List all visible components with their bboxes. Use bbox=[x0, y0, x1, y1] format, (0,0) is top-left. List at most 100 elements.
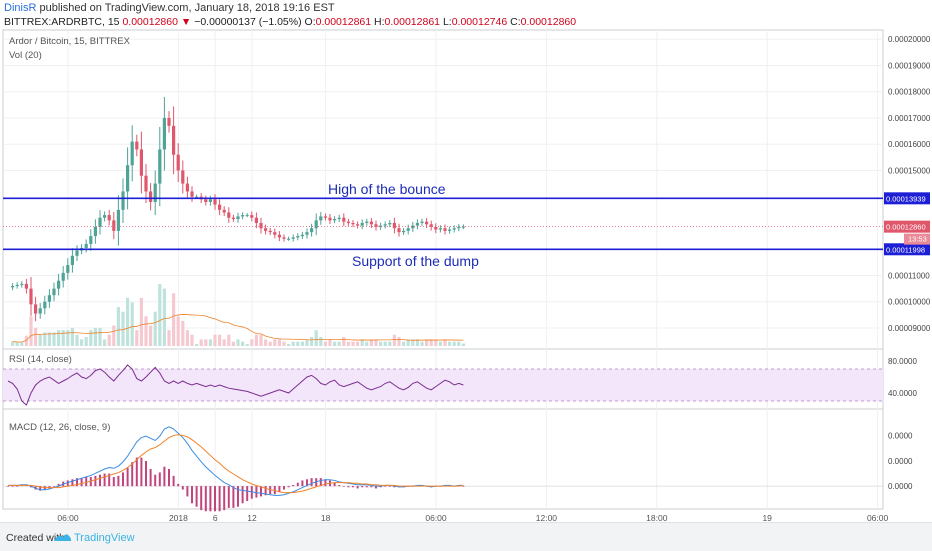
volume-bar bbox=[434, 339, 438, 346]
macd-histogram-bar bbox=[379, 486, 382, 488]
macd-histogram-bar bbox=[232, 486, 235, 508]
volume-bar bbox=[172, 293, 176, 346]
candle-body bbox=[356, 224, 360, 226]
candle-body bbox=[149, 191, 153, 202]
volume-bar bbox=[227, 334, 231, 346]
candle-body bbox=[319, 216, 323, 221]
macd-histogram-bar bbox=[85, 477, 88, 487]
y-tick-label: 0.00017000 bbox=[888, 114, 931, 123]
axis-labels: 06:0020186121806:0012:0018:001906:0012:0… bbox=[57, 35, 931, 522]
last-price-label: 0.00012860 bbox=[886, 223, 926, 232]
volume-bar bbox=[185, 330, 189, 346]
volume-bar bbox=[181, 320, 185, 346]
candle-body bbox=[388, 222, 392, 225]
candle-body bbox=[277, 234, 281, 238]
candle-body bbox=[24, 283, 28, 289]
x-tick-label: 06:00 bbox=[425, 513, 447, 522]
last-price: 0.00012860 bbox=[122, 16, 178, 28]
volume-bar bbox=[392, 334, 396, 346]
volume-bar bbox=[425, 339, 429, 346]
y-tick-label: 0.00020000 bbox=[888, 35, 931, 44]
macd-histogram-bar bbox=[53, 486, 55, 487]
change-value: −0.00000137 (−1.05%) bbox=[194, 16, 302, 28]
author-link[interactable]: DinisR bbox=[4, 2, 37, 14]
candle-body bbox=[443, 228, 447, 231]
candle-body bbox=[402, 230, 406, 233]
rsi-line bbox=[7, 364, 464, 406]
candle-body bbox=[310, 228, 314, 233]
candle-body bbox=[369, 221, 373, 225]
volume-bar bbox=[190, 334, 194, 346]
macd-histogram-bar bbox=[158, 472, 161, 487]
macd-histogram-bar bbox=[237, 486, 239, 507]
candle-body bbox=[231, 217, 235, 220]
candle-body bbox=[273, 232, 277, 235]
chart-canvas[interactable]: 0.00013939 0.00011998 0.00012860 13:53 06:0… bbox=[0, 0, 932, 522]
candle-body bbox=[75, 250, 79, 256]
candle-body bbox=[254, 217, 258, 223]
volume-bar bbox=[346, 341, 350, 346]
volume-bar bbox=[112, 325, 116, 346]
x-tick-label: 12:00 bbox=[536, 513, 558, 522]
candle-body bbox=[452, 228, 456, 230]
volume-bar bbox=[231, 341, 235, 346]
volume-bars bbox=[11, 284, 465, 346]
candle-body bbox=[195, 196, 199, 198]
macd-histogram-bar bbox=[57, 483, 60, 487]
candle-body bbox=[236, 216, 240, 220]
volume-bar bbox=[43, 332, 47, 346]
candle-body bbox=[181, 170, 185, 184]
volume-bar bbox=[144, 316, 148, 346]
candle-body bbox=[337, 217, 341, 220]
macd-histogram-bar bbox=[223, 486, 226, 511]
volume-bar bbox=[443, 339, 447, 346]
candle-body bbox=[112, 220, 116, 231]
volume-bar bbox=[438, 341, 442, 346]
macd-histogram-bar bbox=[191, 486, 193, 504]
publish-info: DinisR published on TradingView.com, Jan… bbox=[4, 2, 335, 14]
volume-bar bbox=[135, 330, 139, 346]
candle-body bbox=[167, 117, 171, 126]
candle-body bbox=[15, 284, 19, 286]
macd-histogram-bar bbox=[177, 483, 180, 487]
volume-bar bbox=[121, 311, 125, 346]
macd-panel-title: MACD (12, 26, close, 9) bbox=[9, 422, 110, 433]
volume-bar bbox=[337, 341, 341, 346]
volume-bar bbox=[360, 339, 364, 346]
macd-histogram-bar bbox=[361, 486, 364, 488]
macd-histogram-bar bbox=[108, 473, 111, 487]
macd-histogram-bar bbox=[181, 486, 184, 490]
macd-histogram-bar bbox=[71, 479, 74, 487]
tradingview-brand-link[interactable]: TradingView bbox=[74, 532, 135, 544]
macd-histogram-bar bbox=[333, 482, 336, 487]
macd-histogram-bar bbox=[227, 486, 230, 508]
volume-bar bbox=[24, 335, 28, 346]
x-tick-label: 19 bbox=[762, 513, 772, 522]
low-value: 0.00012746 bbox=[451, 16, 508, 28]
ohlc-bar: BITTREX:ARDRBTC, 15 0.00012860 ▼ −0.0000… bbox=[4, 16, 576, 28]
rsi-band-fill bbox=[3, 369, 883, 401]
macd-histogram-bar bbox=[324, 479, 327, 487]
open-label: O: bbox=[304, 16, 316, 28]
y-tick-label: 0.00016000 bbox=[888, 140, 931, 149]
candle-body bbox=[130, 141, 134, 166]
volume-bar bbox=[296, 341, 300, 346]
horizontal-levels[interactable]: 0.00013939 0.00011998 0.00012860 13:53 bbox=[3, 192, 930, 256]
candle-body bbox=[153, 183, 157, 202]
volume-bar bbox=[29, 316, 33, 346]
candle-body bbox=[38, 308, 42, 314]
macd-panel-frame bbox=[2, 408, 884, 510]
macd-histogram-bar bbox=[149, 469, 152, 487]
candle-body bbox=[190, 191, 194, 197]
volume-bar bbox=[356, 341, 360, 346]
candle-body bbox=[98, 217, 102, 227]
candle-body bbox=[360, 222, 364, 226]
volume-bar bbox=[153, 311, 157, 346]
volume-ma-line bbox=[12, 314, 464, 343]
down-arrow-icon: ▼ bbox=[180, 16, 192, 28]
volume-bar bbox=[457, 341, 461, 346]
volume-bar bbox=[452, 341, 456, 346]
volume-bar bbox=[20, 342, 24, 346]
countdown-box bbox=[904, 233, 930, 245]
volume-bar bbox=[429, 339, 433, 346]
